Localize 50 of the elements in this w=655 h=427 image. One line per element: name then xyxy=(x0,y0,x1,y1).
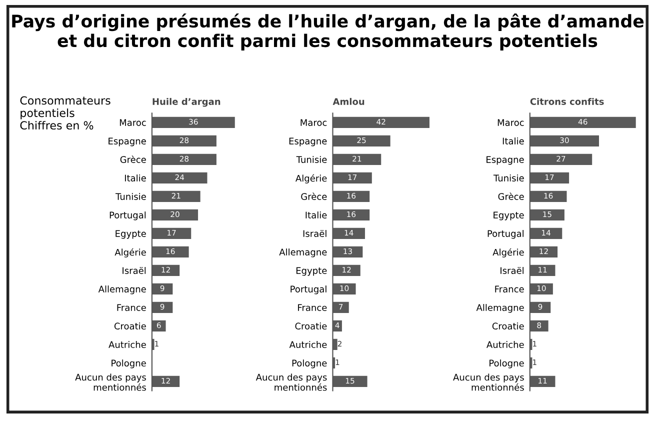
y-tick-label: Israël xyxy=(500,267,524,274)
y-tick-label: Egypte xyxy=(116,230,146,239)
y-tick-label: Israël xyxy=(303,230,326,237)
y-tick-label: Pologne xyxy=(112,360,146,368)
y-tick-label: Aucun des pays mentionnés xyxy=(453,374,524,391)
y-tick-label: Tunisie xyxy=(493,174,524,182)
y-tick-label: Grèce xyxy=(498,192,524,200)
y-tick-label: Algérie xyxy=(296,174,327,184)
y-tick-label: Tunisie xyxy=(116,192,146,200)
y-tick-label: Croatie xyxy=(295,322,327,330)
y-tick-label: Grèce xyxy=(120,156,146,163)
chart-title: Citrons confits xyxy=(530,98,604,105)
y-tick-label: Portugal xyxy=(488,230,524,239)
y-tick-label: Croatie xyxy=(114,322,146,330)
y-tick-label: Aucun des pays mentionnés xyxy=(75,374,146,391)
y-tick-label: Italie xyxy=(124,174,146,182)
y-tick-label: Tunisie xyxy=(296,156,327,163)
y-tick-label: Autriche xyxy=(108,341,146,348)
y-tick-label: Pologne xyxy=(292,360,327,368)
y-tick-label: Espagne xyxy=(486,156,524,165)
y-tick-label: Algérie xyxy=(492,248,524,258)
y-tick-label: Maroc xyxy=(498,119,524,126)
y-tick-label: Egypte xyxy=(296,267,327,276)
y-tick-label: Maroc xyxy=(120,119,146,126)
y-tick-label: Pologne xyxy=(490,360,524,368)
y-tick-label: Autriche xyxy=(289,341,327,348)
y-tick-label: France xyxy=(298,304,327,311)
y-tick-label: Espagne xyxy=(289,138,327,146)
y-tick-label: France xyxy=(117,304,146,311)
text: Pays d’origine présumés de l’huile d’argan, de la pâte d’amande et du citron confit parmi les consommateurs potentiels xyxy=(12,13,644,51)
y-tick-label: Portugal xyxy=(290,286,326,294)
y-tick-label: Portugal xyxy=(110,211,146,220)
y-tick-label: Algérie xyxy=(114,248,146,258)
chart-title: Huile d’argan xyxy=(152,98,220,107)
y-tick-label: Italie xyxy=(502,137,524,144)
y-tick-label: Autriche xyxy=(486,341,524,348)
y-tick-label: Grèce xyxy=(301,192,327,200)
y-tick-label: Egypte xyxy=(494,212,524,220)
y-tick-label: Croatie xyxy=(492,322,524,330)
y-tick-label: Aucun des pays mentionnés xyxy=(256,374,327,391)
y-tick-label: Israël xyxy=(122,267,146,274)
y-tick-label: Allemagne xyxy=(279,248,327,258)
y-tick-label: Espagne xyxy=(108,138,146,146)
y-tick-label: Italie xyxy=(306,211,327,218)
y-tick-label: Allemagne xyxy=(98,286,146,294)
y-tick-label: France xyxy=(495,286,524,292)
chart-title: Amlou xyxy=(332,98,364,105)
y-tick-label: Allemagne xyxy=(476,304,524,313)
y-tick-label: Maroc xyxy=(300,119,327,126)
text: Consommateurs potentiels Chiffres en % xyxy=(20,96,110,130)
